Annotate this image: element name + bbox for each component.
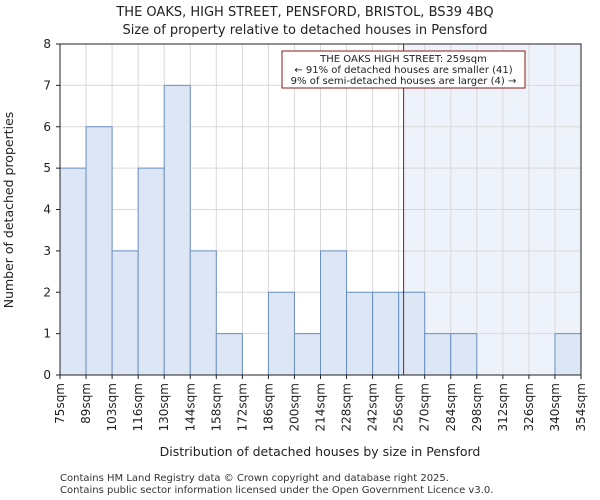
- bar: [189, 250, 217, 376]
- x-tick-labels: 75sqm 89sqm 103sqm 116sqm 130sqm 144sqm 158sqm…: [53, 375, 588, 431]
- bar: [111, 250, 139, 376]
- bar: [85, 126, 113, 376]
- x-tick-label: 298sqm: [470, 383, 484, 431]
- chart-title: THE OAKS, HIGH STREET, PENSFORD, BRISTOL…: [115, 5, 493, 20]
- bar: [346, 291, 374, 376]
- x-tick-label: 130sqm: [157, 383, 171, 431]
- plot-area: 0 1 2 3 4 5 6 7 8 75sqm 89sqm 103sqm 116sqm 130sqm 14…: [43, 37, 588, 431]
- y-tick-label: 1: [43, 327, 51, 341]
- bars: [59, 84, 582, 376]
- property-annotation: THE OAKS HIGH STREET: 259sqm ← 91% of de…: [281, 50, 526, 89]
- x-tick-label: 284sqm: [444, 383, 458, 431]
- x-tick-label: 75sqm: [53, 383, 67, 424]
- bar: [398, 291, 426, 376]
- x-tick-label: 326sqm: [522, 383, 536, 431]
- footer-line-2: Contains public sector information licen…: [60, 485, 493, 496]
- x-axis-label: Distribution of detached houses by size …: [160, 444, 481, 459]
- annotation-line-3: 9% of semi-detached houses are larger (4…: [291, 76, 517, 87]
- annotation-box: [281, 50, 526, 89]
- bar: [450, 333, 478, 376]
- y-tick-label: 0: [43, 368, 51, 382]
- y-tick-label: 7: [43, 78, 51, 92]
- y-tick-label: 2: [43, 285, 51, 299]
- bar: [267, 291, 295, 376]
- y-tick-label: 8: [43, 37, 51, 51]
- x-tick-label: 186sqm: [261, 383, 275, 431]
- x-tick-label: 116sqm: [131, 383, 145, 431]
- y-tick-label: 4: [43, 203, 51, 217]
- x-tick-label: 89sqm: [79, 383, 93, 424]
- x-tick-label: 270sqm: [418, 383, 432, 431]
- x-tick-label: 228sqm: [340, 383, 354, 431]
- x-tick-label: 103sqm: [105, 383, 119, 431]
- annotation-line-2: ← 91% of detached houses are smaller (41…: [294, 65, 512, 76]
- x-tick-label: 158sqm: [209, 383, 223, 431]
- bar: [215, 333, 243, 376]
- bar: [372, 291, 400, 376]
- x-tick-label: 144sqm: [183, 383, 197, 431]
- x-tick-label: 340sqm: [548, 383, 562, 431]
- x-tick-label: 172sqm: [235, 383, 249, 431]
- x-tick-label: 200sqm: [287, 383, 301, 431]
- bar: [424, 333, 452, 376]
- x-tick-label: 214sqm: [314, 383, 328, 431]
- bar: [163, 84, 191, 376]
- y-tick-labels: 0 1 2 3 4 5 6 7 8: [43, 37, 60, 382]
- bar: [320, 250, 348, 376]
- x-tick-label: 354sqm: [574, 383, 588, 431]
- y-axis-label: Number of detached properties: [1, 112, 16, 309]
- bar: [293, 333, 322, 376]
- bar: [59, 167, 87, 376]
- bar: [137, 167, 165, 376]
- y-tick-label: 5: [43, 161, 51, 175]
- x-tick-label: 312sqm: [496, 383, 510, 431]
- chart-subtitle: Size of property relative to detached ho…: [122, 23, 487, 38]
- footer-line-1: Contains HM Land Registry data © Crown c…: [60, 473, 449, 484]
- x-tick-label: 242sqm: [366, 383, 380, 431]
- y-tick-label: 3: [43, 244, 51, 258]
- annotation-line-1: THE OAKS HIGH STREET: 259sqm: [319, 54, 487, 65]
- bar: [554, 333, 582, 376]
- y-tick-label: 6: [43, 120, 51, 134]
- x-tick-label: 256sqm: [392, 383, 406, 431]
